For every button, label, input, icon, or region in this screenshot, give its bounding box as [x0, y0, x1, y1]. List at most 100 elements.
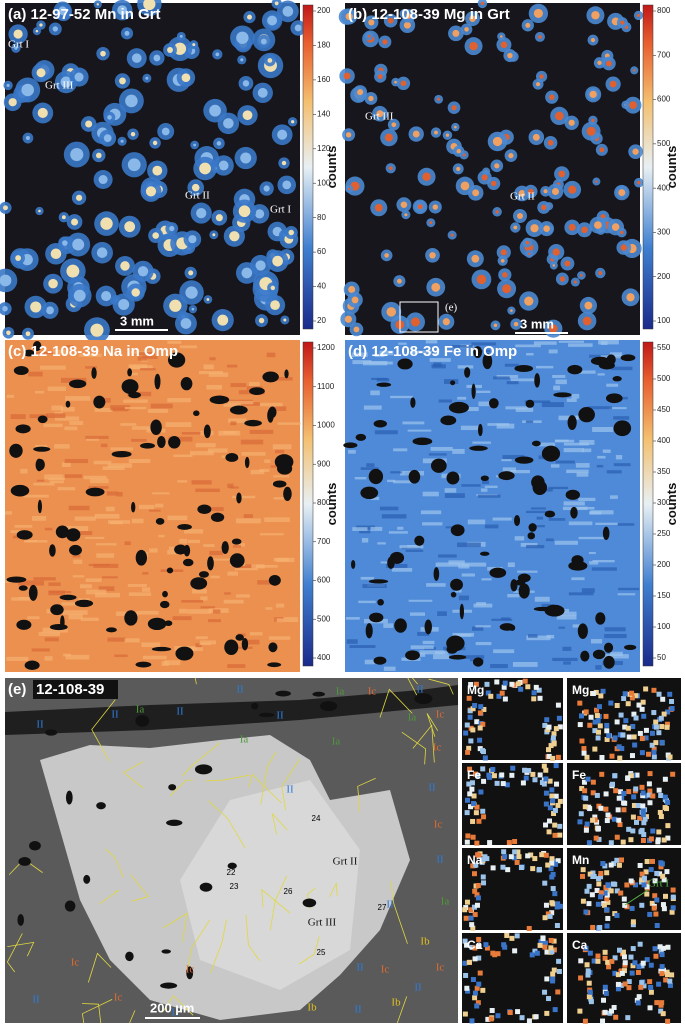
- texture: [461, 562, 487, 567]
- texture: [393, 448, 408, 452]
- texture: [408, 599, 433, 602]
- pixel: [487, 840, 493, 846]
- grain-boundary: [407, 678, 421, 702]
- grain-core: [37, 107, 48, 119]
- texture: [14, 525, 33, 528]
- texture: [227, 664, 246, 668]
- grain-core: [476, 274, 487, 285]
- pixel: [641, 875, 647, 881]
- pixel: [475, 1000, 481, 1006]
- texture: [377, 542, 386, 545]
- texture: [360, 576, 375, 580]
- pixel: [462, 907, 468, 913]
- grain-core: [384, 133, 393, 142]
- grain-core: [464, 27, 469, 32]
- pixel: [640, 803, 646, 809]
- pixel: [621, 807, 627, 813]
- pixel: [654, 897, 660, 903]
- texture: [597, 373, 605, 376]
- texture: [568, 521, 593, 526]
- pixel: [611, 1004, 617, 1010]
- pixel: [658, 968, 664, 974]
- texture: [136, 351, 155, 356]
- garnet-hole: [24, 660, 40, 671]
- texture: [51, 405, 64, 411]
- garnet-hole: [405, 650, 420, 661]
- texture: [399, 545, 424, 549]
- garnet-hole: [128, 391, 141, 399]
- inclusion: [194, 764, 213, 775]
- inclusion: [320, 701, 338, 712]
- texture: [553, 385, 561, 391]
- grain-core: [209, 104, 221, 117]
- texture: [461, 484, 481, 487]
- pixel: [584, 888, 590, 894]
- pixel: [622, 691, 628, 697]
- phase-label: II: [428, 782, 436, 794]
- texture: [96, 553, 115, 558]
- pixel: [512, 838, 518, 844]
- texture: [532, 442, 556, 447]
- pixel: [608, 862, 614, 868]
- texture: [34, 351, 59, 354]
- pixel: [661, 711, 667, 717]
- pixel: [641, 820, 647, 826]
- grain-core: [72, 238, 85, 251]
- pixel: [484, 681, 490, 687]
- garnet-hole: [373, 419, 387, 428]
- pixel: [630, 723, 636, 729]
- grain-core: [391, 122, 397, 128]
- grain-core: [348, 285, 356, 294]
- element-label: Ca: [467, 938, 483, 952]
- pixel: [462, 960, 468, 966]
- pixel: [586, 804, 592, 810]
- grain-core: [513, 225, 518, 230]
- garnet-hole: [567, 415, 577, 431]
- texture: [259, 468, 270, 472]
- garnet-hole: [446, 635, 465, 652]
- pixel: [630, 963, 636, 969]
- pixel: [530, 866, 536, 872]
- colorbar-tick-label: 200: [317, 6, 331, 15]
- grain-core: [169, 225, 175, 232]
- pixel: [651, 687, 657, 693]
- texture: [23, 494, 49, 498]
- pixel: [463, 730, 469, 736]
- pixel: [664, 721, 670, 727]
- pixel: [470, 925, 476, 931]
- grain-boundary: [169, 779, 193, 797]
- grain-core: [495, 210, 499, 214]
- texture: [526, 352, 534, 356]
- pixel: [466, 695, 472, 701]
- grain-core: [547, 139, 554, 146]
- texture: [55, 416, 80, 421]
- pixel: [625, 701, 631, 707]
- texture: [5, 511, 13, 515]
- grain-core: [345, 12, 353, 21]
- grain-core: [590, 37, 596, 43]
- pixel: [626, 789, 632, 795]
- texture: [555, 460, 575, 464]
- texture: [555, 379, 567, 385]
- pixel: [658, 814, 664, 820]
- pixel: [554, 781, 560, 787]
- pixel: [658, 860, 664, 866]
- pixel: [661, 877, 667, 883]
- pixel: [653, 953, 659, 959]
- grain-core: [582, 316, 592, 326]
- garnet-hole: [412, 437, 433, 446]
- colorbar-tick-label: 180: [317, 41, 331, 50]
- grain-boundary: [329, 881, 338, 897]
- texture: [142, 655, 167, 660]
- texture: [422, 640, 435, 645]
- pixel: [514, 859, 520, 865]
- texture: [411, 350, 433, 354]
- pixel: [551, 731, 557, 737]
- colorbar-tick-label: 300: [657, 228, 671, 237]
- pixel: [669, 972, 675, 978]
- pixel: [615, 986, 621, 992]
- pixel: [610, 781, 616, 787]
- grain-core: [73, 289, 86, 302]
- texture: [187, 539, 200, 544]
- grain-core: [124, 221, 136, 233]
